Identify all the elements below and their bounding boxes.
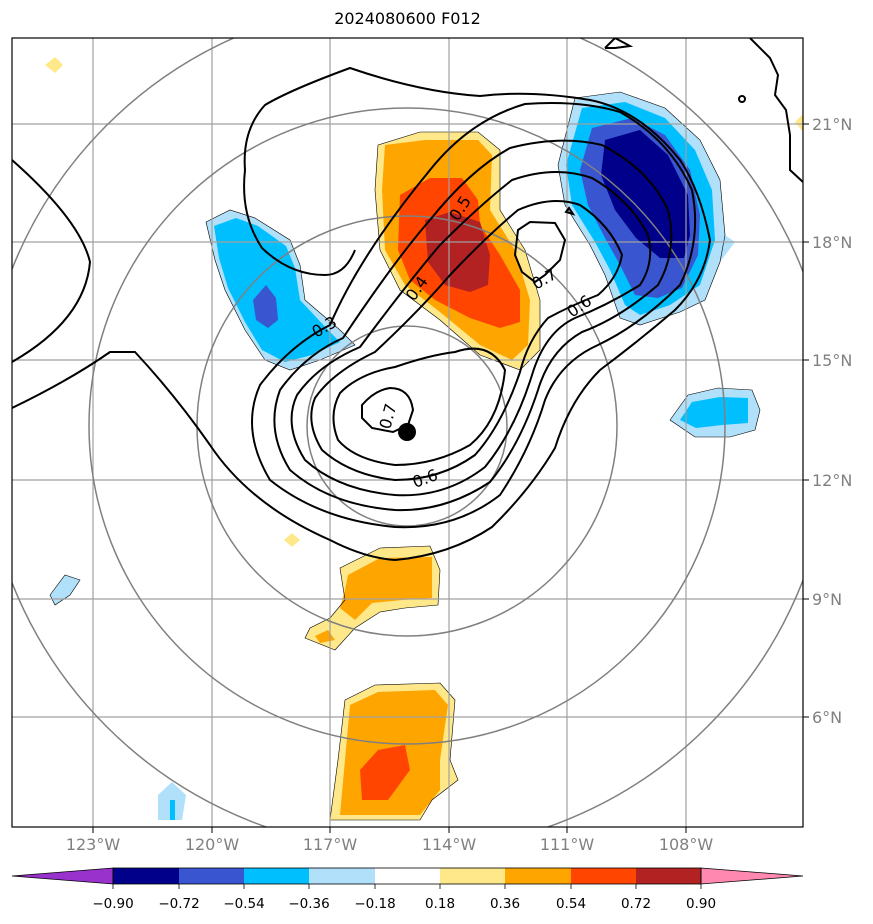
lat-label: 6°N: [812, 708, 842, 727]
contour-label: 0.7: [376, 402, 401, 432]
lon-label: 114°W: [422, 835, 477, 854]
storm-center-marker: [398, 423, 416, 441]
lon-label: 111°W: [540, 835, 595, 854]
lat-label: 9°N: [812, 590, 842, 609]
map-plot-area: 0.3 0.4 0.5 0.6 0.7 0.6 0.7: [12, 38, 803, 827]
colorbar-extend-low: [11, 867, 114, 885]
colorbar-tick-label: −0.72: [158, 896, 199, 912]
chart-title: 2024080600 F012: [334, 9, 481, 28]
colorbar-bin: [179, 868, 244, 884]
shaded-field: [45, 57, 803, 820]
contour-lines: [12, 38, 803, 562]
lat-label: 12°N: [812, 471, 852, 490]
latitude-labels: 21°N 18°N 15°N 12°N 9°N 6°N: [812, 115, 852, 727]
colorbar-extend-high: [700, 867, 804, 885]
colorbar-bin: [636, 868, 701, 884]
colorbar-bin: [375, 868, 440, 884]
colorbar-bin: [440, 868, 505, 884]
colorbar-tick-label: −0.90: [92, 896, 133, 912]
lat-label: 15°N: [812, 351, 852, 370]
colorbar-tick-label: 0.54: [556, 896, 586, 912]
colorbar-tick-label: −0.54: [223, 896, 264, 912]
colorbar-frame: [112, 867, 702, 885]
colorbar-bin: [571, 868, 636, 884]
colorbar-tick-label: 0.36: [490, 896, 520, 912]
contour-label: 0.6: [410, 465, 440, 492]
colorbar-tick-label: 0.90: [686, 896, 716, 912]
colorbar-bin: [309, 868, 375, 884]
lat-label: 18°N: [812, 233, 852, 252]
lon-label: 117°W: [303, 835, 358, 854]
lat-label: 21°N: [812, 115, 852, 134]
contour-label: 0.6: [563, 291, 595, 321]
colorbar: −0.90 −0.72 −0.54 −0.36 −0.18 0.18 0.36 …: [11, 867, 804, 912]
colorbar-bin: [505, 868, 571, 884]
lat-lon-grid: [12, 38, 803, 827]
lon-label: 120°W: [185, 835, 240, 854]
longitude-labels: 123°W 120°W 117°W 114°W 111°W 108°W: [66, 835, 714, 854]
lon-label: 123°W: [66, 835, 121, 854]
colorbar-tick-label: 0.18: [425, 896, 455, 912]
colorbar-tick-label: −0.36: [288, 896, 329, 912]
colorbar-bin: [113, 868, 179, 884]
colorbar-tick-label: −0.18: [354, 896, 395, 912]
map-frame: [11, 37, 804, 828]
map-ticks: [92, 123, 809, 833]
lon-label: 108°W: [659, 835, 714, 854]
colorbar-bin: [244, 868, 309, 884]
colorbar-tick-label: 0.72: [621, 896, 651, 912]
